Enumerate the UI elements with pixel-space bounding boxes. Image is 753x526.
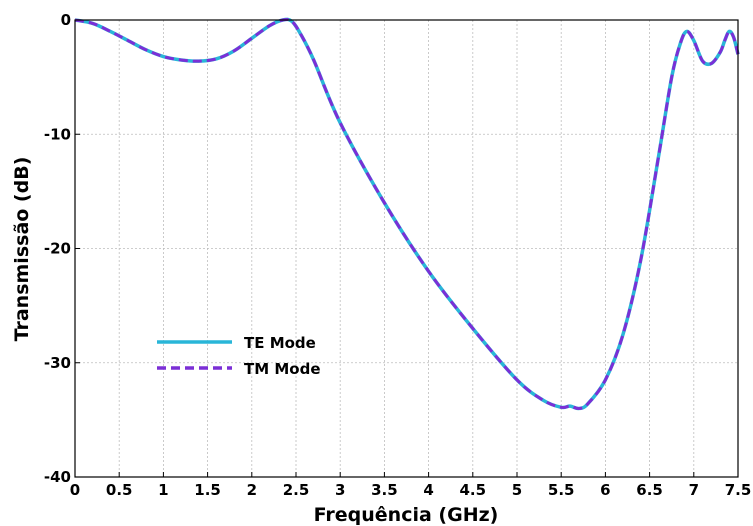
plot-frame <box>74 19 739 478</box>
legend-label-tm: TM Mode <box>244 360 321 378</box>
x-tick-label: 6.5 <box>636 481 663 499</box>
x-tick-label: 7.5 <box>725 481 752 499</box>
x-tick-label: 3 <box>335 481 345 499</box>
grid <box>74 19 739 478</box>
x-tick-label: 7 <box>689 481 699 499</box>
x-tick-label: 3.5 <box>371 481 398 499</box>
y-tick-label: -10 <box>44 125 71 143</box>
y-tick-label: -30 <box>44 354 71 372</box>
y-tick-label: -40 <box>44 468 71 486</box>
x-tick-label: 1.5 <box>194 481 221 499</box>
series-line-te-mode <box>74 17 740 411</box>
series-layer <box>74 17 740 411</box>
x-axis-label: Frequência (GHz) <box>314 504 499 526</box>
legend-label-te: TE Mode <box>244 334 316 352</box>
x-tick-label: 0 <box>70 481 80 499</box>
y-axis-label: Transmissão (dB) <box>11 157 33 342</box>
series-line-tm-mode <box>74 17 740 410</box>
x-axis: 0 0.5 1 1.5 2 2.5 3 3.5 4 4.5 5 5.5 6 6.5 7 7.5 <box>70 472 752 499</box>
x-tick-label: 5 <box>512 481 522 499</box>
y-tick-label: -20 <box>44 240 71 258</box>
legend: TE Mode TM Mode <box>157 334 321 378</box>
x-tick-label: 1 <box>158 481 168 499</box>
x-tick-label: 2 <box>247 481 257 499</box>
x-tick-label: 4 <box>423 481 433 499</box>
x-tick-label: 0.5 <box>106 481 133 499</box>
y-axis: 0 -10 -20 -30 -40 <box>44 11 80 486</box>
y-tick-label: 0 <box>61 11 71 29</box>
x-tick-label: 6 <box>600 481 610 499</box>
x-tick-label: 4.5 <box>460 481 487 499</box>
x-tick-label: 5.5 <box>548 481 575 499</box>
x-tick-label: 2.5 <box>283 481 310 499</box>
